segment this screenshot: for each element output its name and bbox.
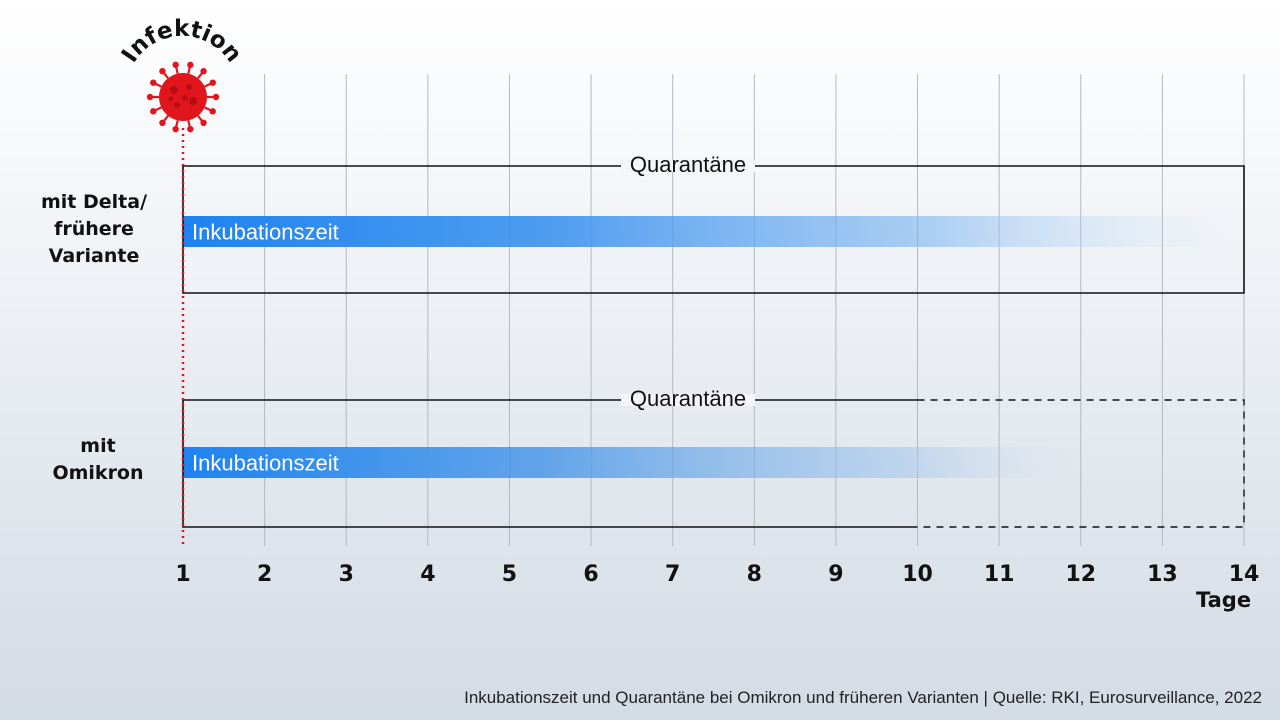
row-label-line: mit bbox=[80, 435, 116, 457]
virus-spike-tip bbox=[187, 125, 194, 133]
virus-spike-tip bbox=[146, 93, 154, 101]
incubation-bar bbox=[183, 447, 1081, 478]
x-tick-label: 14 bbox=[1229, 562, 1260, 587]
virus-spike-tip bbox=[200, 67, 207, 75]
quarantine-label-bg bbox=[621, 394, 755, 406]
virus-spike-tip bbox=[200, 119, 207, 127]
x-tick-label: 13 bbox=[1147, 562, 1178, 587]
x-axis-title: Tage bbox=[1196, 588, 1252, 612]
virus-spike-tip bbox=[150, 108, 157, 115]
quarantine-box bbox=[182, 165, 1245, 294]
x-tick-label: 11 bbox=[984, 562, 1015, 587]
row-1: Inkubationszeit Quarantäne bbox=[182, 386, 1245, 528]
virus-spike-tip bbox=[150, 79, 157, 86]
virus-dot bbox=[174, 102, 180, 108]
x-tick-label: 3 bbox=[339, 562, 354, 587]
virus-spike-tip bbox=[209, 79, 216, 86]
quarantine-box bbox=[182, 399, 918, 528]
row-label-line: mit Delta/ bbox=[40, 191, 148, 213]
x-tick-label: 4 bbox=[420, 562, 435, 587]
row-label-delta: mit Delta/ frühere Variante bbox=[24, 189, 164, 270]
incubation-label: Inkubationszeit bbox=[192, 220, 339, 245]
virus-dot bbox=[182, 95, 188, 101]
virus-spike-tip bbox=[172, 61, 179, 69]
virus-icon bbox=[146, 61, 220, 133]
x-tick-label: 2 bbox=[257, 562, 272, 587]
virus-spike-tip bbox=[172, 125, 179, 133]
x-tick-label: 7 bbox=[665, 562, 680, 587]
virus-dot bbox=[186, 84, 192, 90]
row-label-omikron: mit Omikron bbox=[28, 433, 168, 487]
row-label-line: Omikron bbox=[52, 462, 144, 484]
virus-spike-tip bbox=[159, 67, 166, 75]
quarantine-label-bg bbox=[621, 160, 755, 172]
x-tick-label: 9 bbox=[828, 562, 843, 587]
footer-caption: Inkubationszeit und Quarantäne bei Omikr… bbox=[464, 688, 1262, 707]
row-label-line: frühere bbox=[54, 218, 134, 240]
x-tick-label: 8 bbox=[747, 562, 762, 587]
incubation-label: Inkubationszeit bbox=[192, 451, 339, 476]
quarantine-label: Quarantäne bbox=[630, 386, 746, 411]
quarantine-box-dashed bbox=[917, 399, 1245, 528]
virus-dot bbox=[189, 97, 197, 105]
incubation-bar bbox=[183, 216, 1244, 247]
virus-dot bbox=[168, 96, 174, 102]
row-0: Inkubationszeit Quarantäne bbox=[182, 152, 1245, 294]
x-tick-label: 6 bbox=[583, 562, 598, 587]
virus-spike-tip bbox=[159, 119, 166, 127]
x-tick-label: 12 bbox=[1065, 562, 1096, 587]
quarantine-label: Quarantäne bbox=[630, 152, 746, 177]
infection-label: Infektion bbox=[117, 16, 247, 67]
x-tick-label: 1 bbox=[175, 562, 190, 587]
virus-spike-tip bbox=[212, 93, 220, 101]
x-tick-label: 5 bbox=[502, 562, 517, 587]
virus-spike-tip bbox=[187, 61, 194, 69]
infection-label-text: Infektion bbox=[117, 16, 247, 67]
virus-spike-tip bbox=[209, 108, 216, 115]
x-tick-label: 10 bbox=[902, 562, 933, 587]
row-label-line: Variante bbox=[48, 245, 140, 267]
virus-dot bbox=[170, 86, 178, 94]
